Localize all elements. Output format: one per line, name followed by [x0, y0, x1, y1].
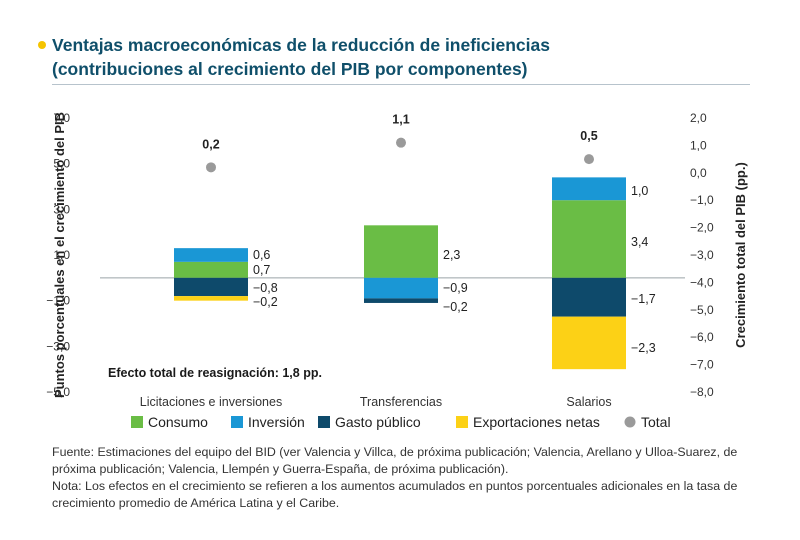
- chart-title: Ventajas macroeconómicas de la reducción…: [38, 33, 772, 81]
- legend-label: Gasto público: [335, 414, 421, 430]
- y-tick-label: −3,0: [46, 339, 70, 353]
- bar-segment: [364, 298, 438, 303]
- title-bullet-icon: [38, 41, 46, 49]
- title-line-1: Ventajas macroeconómicas de la reducción…: [52, 35, 550, 55]
- bar-segment: [174, 277, 248, 297]
- total-label: 0,2: [202, 137, 219, 151]
- category-label: Transferencias: [360, 395, 442, 409]
- data-label: −0,2: [443, 300, 468, 314]
- data-label: −2,3: [631, 341, 656, 355]
- data-label: 2,3: [443, 248, 460, 262]
- title-line-2: (contribuciones al crecimiento del PIB p…: [52, 59, 528, 79]
- bar-segment: [552, 200, 626, 278]
- category-label: Salarios: [566, 395, 611, 409]
- data-label: 1,0: [631, 184, 648, 198]
- source-note: Fuente: Estimaciones del equipo del BID …: [52, 445, 738, 476]
- bar-segment: [552, 277, 626, 317]
- legend-label: Exportaciones netas: [473, 414, 600, 430]
- data-labels: 0,60,7−0,8−0,22,3−0,9−0,21,03,4−1,7−2,3: [253, 184, 656, 355]
- data-label: −0,2: [253, 295, 278, 309]
- data-label: 0,6: [253, 248, 270, 262]
- data-label: −0,8: [253, 281, 278, 295]
- total-markers: 0,2 1,1 0,5: [202, 113, 598, 173]
- y-tick-label: 3,0: [53, 202, 70, 216]
- bar-segment: [174, 296, 248, 301]
- legend-swatch: [624, 416, 636, 428]
- legend: Consumo Inversión Gasto público Exportacion…: [131, 414, 671, 430]
- bar-segment: [364, 225, 438, 278]
- total-marker: [396, 137, 406, 148]
- data-label: 3,4: [631, 235, 648, 249]
- title-divider: [52, 84, 750, 85]
- y2-tick-label: −2,0: [690, 221, 714, 235]
- data-label: 0,7: [253, 263, 270, 277]
- y2-tick-label: −1,0: [690, 193, 714, 207]
- y-tick-label: 7,0: [53, 111, 70, 125]
- y2-axis-title: Crecimiento total del PIB (pp.): [733, 162, 748, 348]
- data-label: −1,7: [631, 292, 656, 306]
- y2-tick-label: 2,0: [690, 111, 707, 125]
- reallocation-annotation: Efecto total de reasignación: 1,8 pp.: [108, 366, 322, 380]
- bar-segment: [364, 277, 438, 299]
- y2-tick-label: −4,0: [690, 275, 714, 289]
- y2-tick-label: 1,0: [690, 138, 707, 152]
- y2-tick-label: −8,0: [690, 385, 714, 399]
- category-label: Licitaciones e inversiones: [140, 395, 282, 409]
- footer-notes: Fuente: Estimaciones del equipo del BID …: [52, 444, 757, 512]
- y-tick-label: 1,0: [53, 248, 70, 262]
- y2-tick-label: 0,0: [690, 166, 707, 180]
- bar-segment: [174, 248, 248, 262]
- bar-segment: [552, 316, 626, 370]
- bar-segment: [552, 177, 626, 201]
- y2-tick-label: −3,0: [690, 248, 714, 262]
- legend-label: Total: [641, 414, 671, 430]
- legend-swatch: [231, 416, 243, 428]
- legend-swatch: [131, 416, 143, 428]
- y-tick-label: −1,0: [46, 294, 70, 308]
- bar-segment: [174, 261, 248, 278]
- stacked-bar-chart: 7,0 5,0 3,0 1,0 −1,0 −3,0 −5,0 2,0 1,0 0,0 −1,0 −2,…: [46, 111, 748, 430]
- legend-label: Inversión: [248, 414, 305, 430]
- legend-swatch: [456, 416, 468, 428]
- bars: [174, 177, 626, 370]
- total-marker: [206, 162, 216, 173]
- total-label: 0,5: [580, 129, 597, 143]
- y2-tick-label: −7,0: [690, 358, 714, 372]
- legend-swatch: [318, 416, 330, 428]
- y-axis-title: Puntos porcentuales en el crecimiento de…: [52, 112, 67, 398]
- total-label: 1,1: [392, 113, 409, 127]
- y-tick-label: 5,0: [53, 157, 70, 171]
- y2-tick-label: −5,0: [690, 303, 714, 317]
- note-text: Nota: Los efectos en el crecimiento se r…: [52, 479, 738, 510]
- data-label: −0,9: [443, 281, 468, 295]
- legend-label: Consumo: [148, 414, 208, 430]
- total-marker: [584, 154, 594, 165]
- y-tick-label: −5,0: [46, 385, 70, 399]
- y2-tick-label: −6,0: [690, 330, 714, 344]
